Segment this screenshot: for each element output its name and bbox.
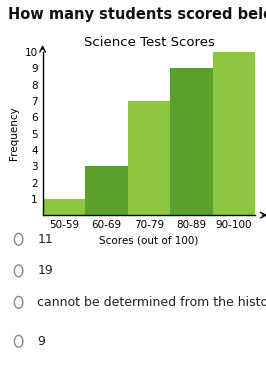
Bar (213, 52, 255, 215)
Bar (170, 68, 213, 215)
Text: 9: 9 (37, 335, 45, 348)
Bar (128, 101, 170, 215)
Bar (85, 166, 128, 215)
Bar (43, 199, 85, 215)
Text: 19: 19 (37, 264, 53, 278)
Title: Science Test Scores: Science Test Scores (84, 36, 214, 49)
Text: How many students scored below 80?: How many students scored below 80? (8, 7, 266, 22)
X-axis label: Scores (out of 100): Scores (out of 100) (99, 236, 199, 246)
Y-axis label: Frequency: Frequency (9, 107, 19, 160)
Text: cannot be determined from the histogram: cannot be determined from the histogram (37, 296, 266, 309)
Text: 11: 11 (37, 233, 53, 246)
